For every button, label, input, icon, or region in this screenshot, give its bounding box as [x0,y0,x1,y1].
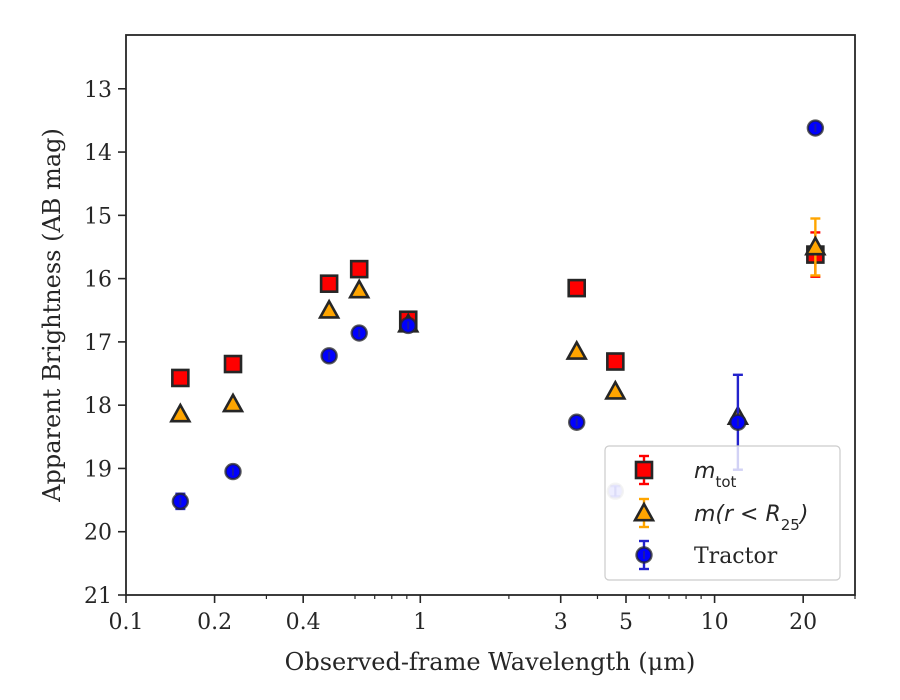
legend-item-square: mtot [634,454,736,491]
data-point [806,119,825,137]
y-tick-label: 21 [84,584,112,609]
data-point [171,368,190,388]
triangle-marker [632,501,656,522]
data-point [317,298,341,319]
triangle-marker [604,379,627,400]
legend-item-circle: Tractor [635,539,778,571]
y-axis-label: Apparent Brightness (AB mag) [38,128,66,503]
x-tick-label: 0.4 [286,610,321,635]
data-point [567,278,587,298]
triangle-marker [347,278,371,299]
y-tick-label: 19 [84,457,112,482]
data-point [804,217,827,277]
data-point [349,259,369,279]
square-marker [567,278,587,298]
series-triangle [169,217,827,426]
x-tick-label: 1 [413,610,427,635]
triangle-marker [169,402,192,423]
data-point [399,316,417,335]
legend: mtot m(r < R25) Tractor [604,445,841,581]
x-axis-label: Observed-frame Wavelength (μm) [285,648,696,676]
square-marker [223,354,243,374]
legend-label: mtot [694,459,736,491]
data-point [350,324,368,342]
x-tick-label: 20 [789,610,817,635]
y-tick-label: 17 [84,331,112,356]
triangle-marker [565,339,588,360]
triangle-marker [317,298,341,319]
square-marker [349,259,369,279]
data-point [169,402,192,423]
y-tick-label: 14 [84,141,112,166]
data-point [568,413,586,431]
square-marker [606,352,625,371]
x-tick-label: 5 [619,610,633,635]
y-tick-label: 16 [84,268,112,293]
triangle-marker [221,392,245,413]
legend-box [604,445,841,581]
x-tick-label: 0.2 [197,610,232,635]
y-tick-label: 18 [84,394,112,419]
y-tick-label: 20 [84,521,112,546]
legend-label: Tractor [694,544,778,569]
plot-frame [125,34,856,596]
data-point [223,354,243,374]
data-point [320,347,338,365]
y-tick-label: 15 [84,204,112,229]
data-point [606,352,625,371]
data-point [171,492,190,511]
legend-item-triangle: m(r < R25) [632,497,808,534]
square-marker [171,368,190,388]
legend-label: m(r < R25) [694,502,808,534]
data-point [347,278,371,299]
data-marks [169,119,827,511]
data-point [604,379,627,400]
data-point [221,392,245,413]
x-tick-label: 3 [554,610,568,635]
x-tick-label: 0.1 [109,610,144,635]
y-tick-label: 13 [84,78,112,103]
square-marker [634,460,654,480]
square-marker [319,274,339,293]
x-tick-label: 10 [701,610,729,635]
triangle-marker [804,235,827,256]
data-point [319,274,339,293]
series-square [171,231,825,388]
data-point [224,462,242,481]
data-point [565,339,588,360]
